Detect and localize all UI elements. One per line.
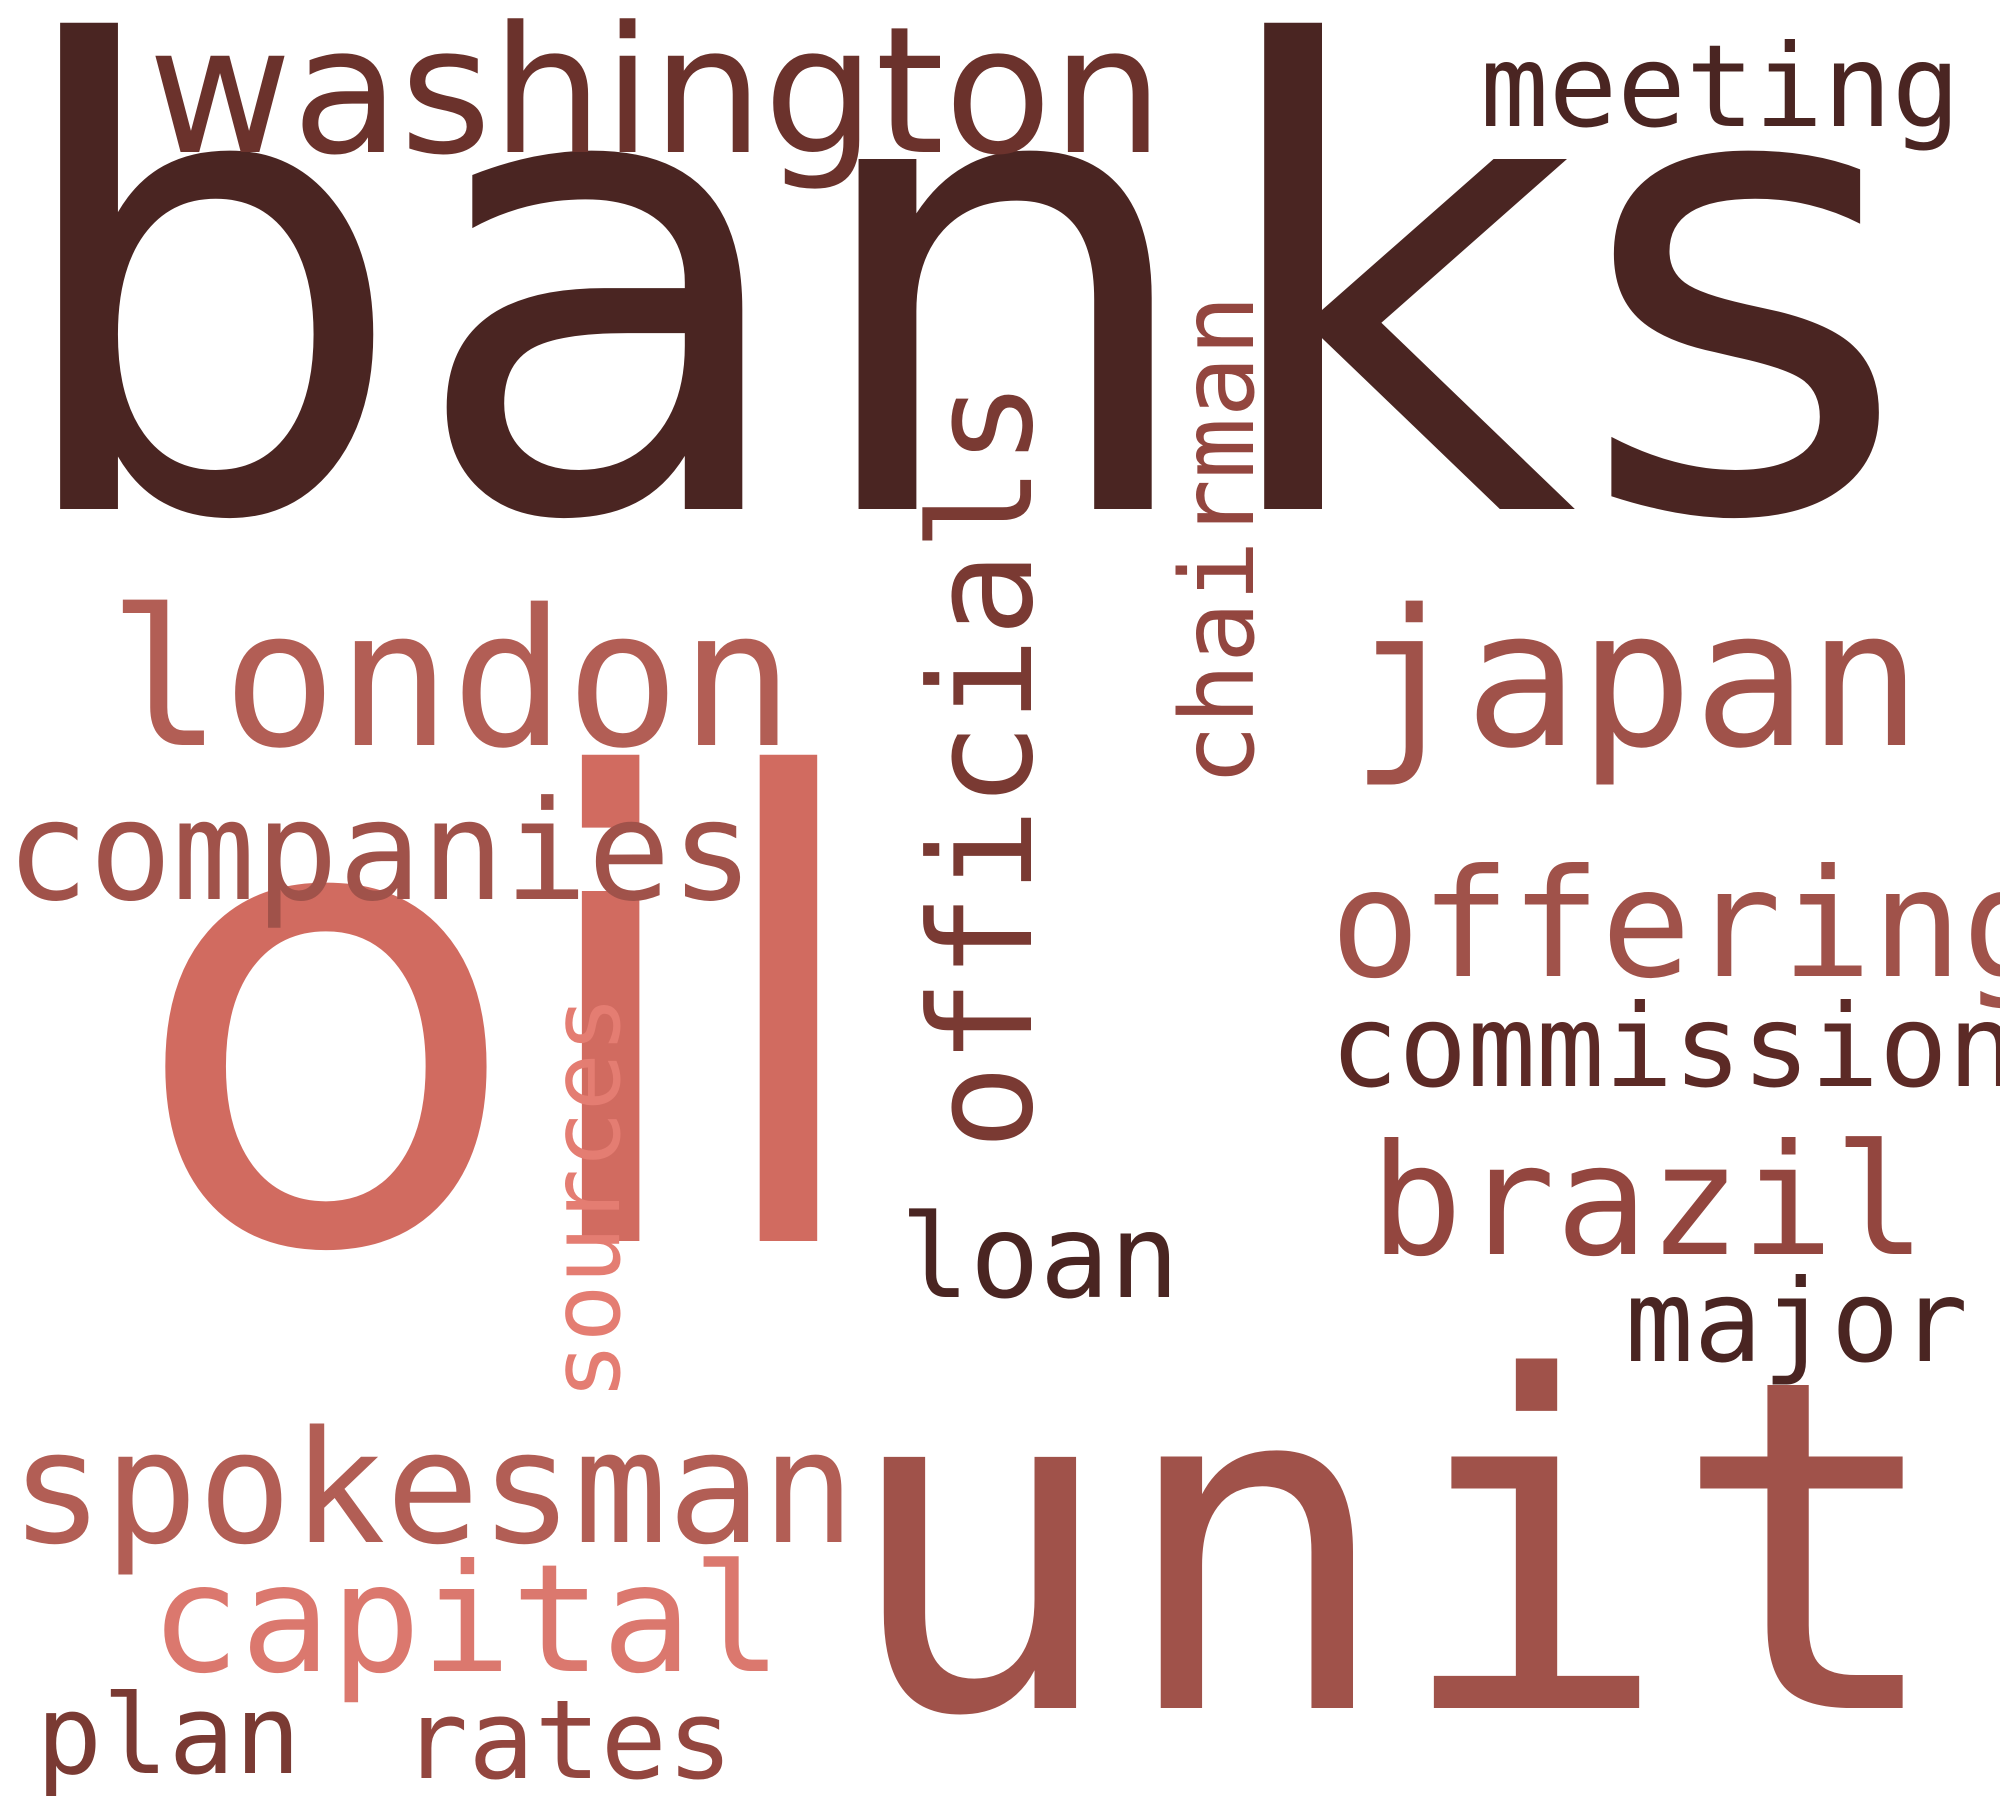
- word-unit: unit: [840, 1282, 1948, 1800]
- word-meeting: meeting: [1480, 20, 1961, 153]
- word-companies: companies: [6, 771, 754, 932]
- word-london: london: [108, 569, 795, 790]
- word-spokesman: spokesman: [10, 1397, 856, 1579]
- word-banks: banks: [2, 0, 1911, 660]
- word-officials: officials: [900, 380, 1065, 1150]
- word-washington: washington: [148, 0, 1164, 194]
- word-loan: loan: [900, 1190, 1180, 1325]
- word-commission: commission: [1330, 980, 2000, 1113]
- word-plan: plan: [36, 1671, 301, 1799]
- word-brazil: brazil: [1370, 1112, 1927, 1291]
- word-chairman: chairman: [1159, 294, 1278, 786]
- word-capital: capital: [150, 1533, 783, 1707]
- word-major: major: [1625, 1255, 1969, 1388]
- word-offering: offering: [1330, 838, 2000, 1012]
- word-sources: sources: [530, 995, 642, 1400]
- word-oil: oil: [130, 647, 878, 1392]
- word-japan: japan: [1350, 569, 1922, 790]
- word-rates: rates: [402, 1676, 734, 1800]
